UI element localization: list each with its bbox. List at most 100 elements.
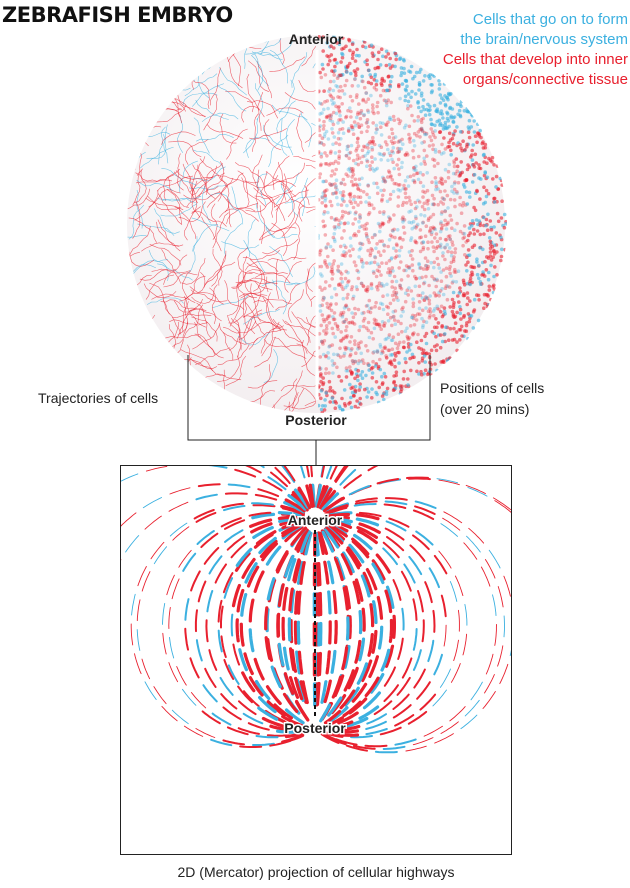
cell xyxy=(345,203,349,208)
cell xyxy=(426,264,431,269)
cell xyxy=(371,269,376,274)
cell xyxy=(362,113,366,118)
cell xyxy=(386,175,390,179)
cell xyxy=(434,180,438,184)
cell xyxy=(369,366,374,371)
cell xyxy=(365,151,370,156)
cell xyxy=(327,163,331,167)
cell xyxy=(323,196,328,201)
trajectory xyxy=(127,188,150,211)
trajectory xyxy=(130,345,162,371)
cell xyxy=(395,346,400,351)
cell xyxy=(354,263,358,268)
cell xyxy=(349,244,353,248)
cell xyxy=(366,248,370,253)
cell xyxy=(375,268,380,273)
cell xyxy=(439,212,444,216)
cell xyxy=(369,247,374,251)
cell xyxy=(324,115,329,120)
cell xyxy=(373,255,378,260)
cell xyxy=(424,267,429,272)
cell xyxy=(394,254,399,258)
cell xyxy=(418,235,422,240)
cell xyxy=(428,310,433,314)
cell xyxy=(371,337,376,341)
flow-segment xyxy=(249,518,273,529)
cell xyxy=(423,74,427,78)
trajectory xyxy=(169,35,179,61)
cell xyxy=(417,70,422,74)
cell xyxy=(499,258,503,263)
cell xyxy=(376,57,380,62)
cell xyxy=(408,174,413,179)
flow-segment xyxy=(354,578,364,602)
cell xyxy=(380,349,385,353)
cell xyxy=(323,233,328,237)
cell xyxy=(332,391,337,395)
flow-segment xyxy=(403,563,416,584)
cell xyxy=(407,195,411,200)
cell xyxy=(419,118,424,122)
cell xyxy=(430,202,435,207)
cell xyxy=(405,334,410,339)
flow-segment xyxy=(362,691,381,710)
trajectory xyxy=(127,73,131,88)
cell xyxy=(322,339,327,343)
trajectory xyxy=(173,39,208,57)
cell xyxy=(382,176,386,181)
cell xyxy=(496,219,501,224)
flow-segment xyxy=(362,571,374,595)
cell xyxy=(428,228,433,233)
trajectory xyxy=(133,169,147,204)
cell xyxy=(386,52,391,56)
cell xyxy=(411,178,416,183)
cell xyxy=(423,234,428,238)
cell xyxy=(339,203,344,207)
cell xyxy=(332,317,337,322)
cell xyxy=(355,146,359,151)
flow-segment xyxy=(339,689,356,710)
cell xyxy=(441,223,445,228)
cell xyxy=(338,406,343,411)
cell xyxy=(444,284,449,288)
cell xyxy=(412,179,417,183)
cell xyxy=(412,331,416,335)
trajectory xyxy=(158,126,166,165)
cell xyxy=(434,293,439,297)
cell xyxy=(349,166,354,171)
cell xyxy=(329,308,334,313)
flow-segment xyxy=(282,586,289,611)
cell xyxy=(350,285,355,289)
cell xyxy=(356,137,360,141)
cell xyxy=(397,149,401,154)
cell xyxy=(391,246,396,251)
cell xyxy=(422,140,427,144)
cell xyxy=(397,236,402,241)
flow-segment xyxy=(121,512,137,527)
cell xyxy=(382,210,386,214)
cell xyxy=(386,219,391,224)
cell xyxy=(321,376,326,380)
cell xyxy=(350,99,355,103)
cell xyxy=(318,403,321,408)
cell xyxy=(481,146,486,150)
cell xyxy=(419,213,423,217)
flow-segment xyxy=(220,517,242,528)
cell xyxy=(335,365,339,370)
cell xyxy=(388,301,393,306)
cell xyxy=(392,290,396,294)
cell xyxy=(321,352,326,357)
trajectory xyxy=(161,249,182,284)
cell xyxy=(466,296,470,300)
cell xyxy=(424,264,429,268)
flow-segment xyxy=(341,646,349,671)
cell xyxy=(379,158,384,162)
cell xyxy=(401,345,406,350)
cell xyxy=(453,204,457,209)
cell xyxy=(377,269,382,274)
cell xyxy=(370,376,375,380)
cell xyxy=(318,304,323,308)
cell xyxy=(341,296,346,301)
cell xyxy=(471,163,476,167)
cell xyxy=(432,260,437,265)
